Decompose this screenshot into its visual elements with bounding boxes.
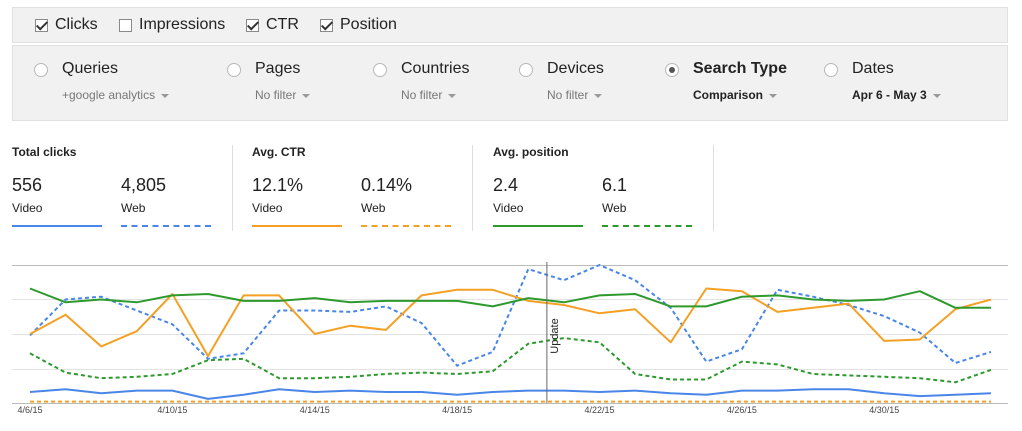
position-toggle[interactable]: Position xyxy=(320,16,397,34)
impressions-toggle[interactable]: Impressions xyxy=(119,16,225,34)
performance-chart[interactable]: 4/6/15 4/10/15 4/14/15 4/18/15 4/22/15 4/26/1… xyxy=(12,262,1008,426)
filter-search-type-title: Search Type xyxy=(693,60,787,77)
radio-selected-icon[interactable] xyxy=(665,63,679,77)
position-web-legend-line xyxy=(602,225,692,227)
avg-position-title: Avg. position xyxy=(493,145,569,159)
filter-queries-dropdown[interactable]: +google analytics xyxy=(62,88,170,102)
radio-icon[interactable] xyxy=(824,63,838,77)
ctr-toggle[interactable]: CTR xyxy=(246,16,299,34)
filter-queries-value: +google analytics xyxy=(62,88,156,102)
filter-pages-title: Pages xyxy=(255,60,301,77)
filter-dates-value: Apr 6 - May 3 xyxy=(852,88,927,102)
position-video-label: Video xyxy=(493,201,524,215)
stats-divider xyxy=(232,145,233,231)
chevron-down-icon xyxy=(594,93,603,98)
clicks-toggle[interactable]: Clicks xyxy=(35,16,98,34)
clicks-web-value: 4,805 xyxy=(121,175,167,195)
x-tick-label: 4/26/15 xyxy=(727,405,757,415)
annotation-label: Update xyxy=(549,318,561,353)
filter-pages-value: No filter xyxy=(255,88,297,102)
chevron-down-icon xyxy=(769,93,778,98)
filter-bar: Queries +google analytics Pages No filte… xyxy=(12,45,1008,121)
filter-countries-title: Countries xyxy=(401,60,470,77)
series-position-video xyxy=(29,287,991,309)
x-tick-label: 4/30/15 xyxy=(869,405,899,415)
stats-divider xyxy=(472,145,473,231)
filter-countries-dropdown[interactable]: No filter xyxy=(401,88,457,102)
series-position-web xyxy=(29,337,992,384)
avg-ctr-title: Avg. CTR xyxy=(252,145,306,159)
ctr-toggle-label: CTR xyxy=(266,16,299,33)
filter-devices-dropdown[interactable]: No filter xyxy=(547,88,603,102)
x-tick-label: 4/22/15 xyxy=(584,405,614,415)
checkbox-icon[interactable] xyxy=(119,18,132,32)
ctr-video-legend-line xyxy=(252,225,342,227)
ctr-video-label: Video xyxy=(252,201,283,215)
filter-search-type-dropdown[interactable]: Comparison xyxy=(693,88,778,102)
x-tick-label: 4/6/15 xyxy=(17,405,42,415)
clicks-web-label: Web xyxy=(121,201,146,215)
series-ctr-video xyxy=(29,287,992,358)
checkbox-icon[interactable] xyxy=(320,18,333,32)
chevron-down-icon xyxy=(448,93,457,98)
filter-dates-title: Dates xyxy=(852,60,894,77)
x-tick-label: 4/18/15 xyxy=(442,405,472,415)
total-clicks-title: Total clicks xyxy=(12,145,77,159)
series-clicks-video xyxy=(29,388,992,400)
clicks-video-label: Video xyxy=(12,201,43,215)
checkbox-icon[interactable] xyxy=(35,18,48,32)
radio-icon[interactable] xyxy=(34,63,48,77)
ctr-video-value: 12.1% xyxy=(252,175,304,195)
avg-ctr-section: Avg. CTR 12.1% Video 0.14% Web xyxy=(252,145,451,227)
total-clicks-section: Total clicks 556 Video 4,805 Web xyxy=(12,145,211,227)
metric-toggle-bar: Clicks Impressions CTR Position xyxy=(12,7,1008,43)
filter-devices-value: No filter xyxy=(547,88,589,102)
chevron-down-icon xyxy=(161,93,170,98)
chevron-down-icon xyxy=(302,93,311,98)
impressions-toggle-label: Impressions xyxy=(139,16,226,33)
ctr-web-label: Web xyxy=(361,201,386,215)
chevron-down-icon xyxy=(932,93,941,98)
avg-position-section: Avg. position 2.4 Video 6.1 Web xyxy=(493,145,692,227)
filter-devices-title: Devices xyxy=(547,60,604,77)
position-web-value: 6.1 xyxy=(602,175,628,195)
ctr-web-value: 0.14% xyxy=(361,175,413,195)
stats-divider xyxy=(713,145,714,231)
position-web-label: Web xyxy=(602,201,627,215)
series-clicks-web xyxy=(29,264,992,367)
clicks-video-legend-line xyxy=(12,225,102,227)
clicks-web-legend-line xyxy=(121,225,211,227)
position-video-value: 2.4 xyxy=(493,175,519,195)
position-toggle-label: Position xyxy=(340,16,397,33)
checkbox-icon[interactable] xyxy=(246,18,259,32)
clicks-toggle-label: Clicks xyxy=(55,16,98,33)
filter-pages-dropdown[interactable]: No filter xyxy=(255,88,311,102)
filter-dates-dropdown[interactable]: Apr 6 - May 3 xyxy=(852,88,941,102)
filter-countries-value: No filter xyxy=(401,88,443,102)
position-video-legend-line xyxy=(493,225,583,227)
radio-icon[interactable] xyxy=(519,63,533,77)
clicks-video-value: 556 xyxy=(12,175,43,195)
filter-queries-title: Queries xyxy=(62,60,119,77)
radio-icon[interactable] xyxy=(373,63,387,77)
x-tick-label: 4/10/15 xyxy=(157,405,187,415)
radio-icon[interactable] xyxy=(227,63,241,77)
ctr-web-legend-line xyxy=(361,225,451,227)
x-tick-label: 4/14/15 xyxy=(300,405,330,415)
filter-search-type-value: Comparison xyxy=(693,88,764,102)
